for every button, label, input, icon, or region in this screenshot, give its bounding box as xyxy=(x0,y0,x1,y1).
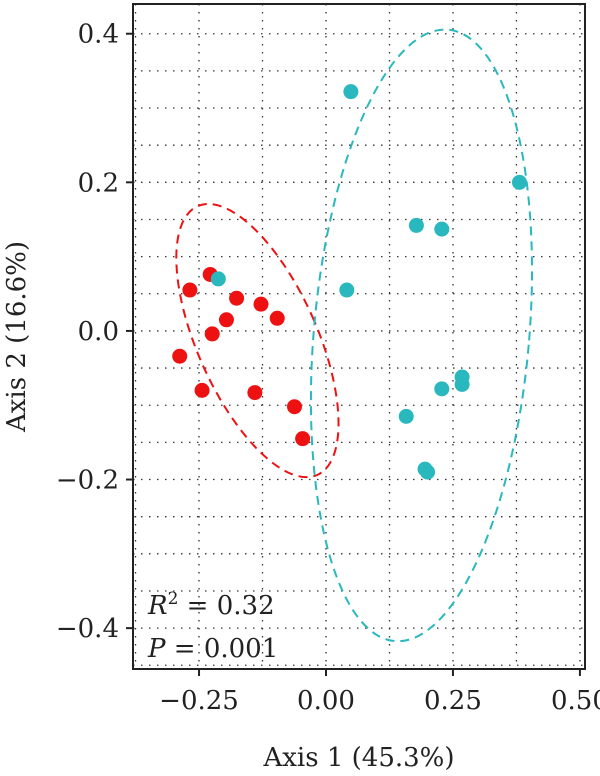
r2-value: = 0.32 xyxy=(178,591,274,621)
x-tick-label: 0.00 xyxy=(297,686,355,716)
series-2-point xyxy=(434,381,450,397)
series-1-point xyxy=(182,282,198,298)
confidence-ellipses xyxy=(175,28,534,643)
plot-frame xyxy=(132,3,586,670)
series-2-point xyxy=(398,408,414,424)
p-label: P xyxy=(147,634,166,664)
grid xyxy=(133,4,585,669)
data-points xyxy=(172,84,527,480)
series-1-point xyxy=(247,385,263,401)
y-tick-label: 0.4 xyxy=(78,20,119,50)
series-1-point xyxy=(253,296,269,312)
p-value: = 0.001 xyxy=(166,634,279,664)
r2-superscript: 2 xyxy=(168,589,179,609)
series-1-ellipse xyxy=(175,202,340,479)
series-1-point xyxy=(229,290,245,306)
r-squared-annotation: R2 = 0.32 xyxy=(147,589,275,621)
series-2-point xyxy=(434,221,450,237)
x-tick-label: 0.50 xyxy=(551,686,600,716)
x-tick-label: −0.25 xyxy=(159,686,239,716)
x-axis-title: Axis 1 (45.3%) xyxy=(262,743,454,773)
series-1-point xyxy=(269,310,285,326)
p-value-annotation: P = 0.001 xyxy=(147,634,278,664)
series-2-ellipse xyxy=(309,28,534,643)
series-1-point xyxy=(194,382,210,398)
series-2-point xyxy=(420,464,436,480)
y-tick-label: 0.0 xyxy=(78,317,119,347)
series-1-point xyxy=(218,312,234,328)
y-tick-label: −0.2 xyxy=(56,466,119,496)
series-2-point xyxy=(339,282,355,298)
series-1-point xyxy=(204,326,220,342)
y-tick-label: 0.2 xyxy=(78,168,119,198)
r2-label: R xyxy=(147,591,168,621)
series-2-point xyxy=(408,217,424,233)
series-2-point xyxy=(454,376,470,392)
series-2-point xyxy=(343,84,359,100)
y-axis-title: Axis 2 (16.6%) xyxy=(2,241,32,433)
x-tick-label: 0.25 xyxy=(424,686,482,716)
series-1-point xyxy=(295,431,311,447)
axis-ticks: −0.25 0.00 0.25 0.50 0.4 0.2 0.0 −0.2 −0.4 xyxy=(56,20,600,716)
y-tick-label: −0.4 xyxy=(56,614,119,644)
series-2-point xyxy=(210,271,226,287)
series-1-point xyxy=(172,348,188,364)
series-2-point xyxy=(511,174,527,190)
series-1-point xyxy=(287,399,303,415)
